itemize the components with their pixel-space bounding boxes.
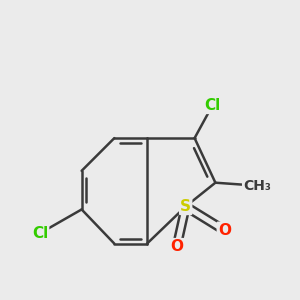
Text: O: O [170, 239, 183, 254]
Text: S: S [180, 199, 191, 214]
Text: O: O [218, 223, 231, 238]
Text: Cl: Cl [204, 98, 220, 113]
Text: CH₃: CH₃ [243, 179, 271, 193]
Text: Cl: Cl [32, 226, 48, 241]
